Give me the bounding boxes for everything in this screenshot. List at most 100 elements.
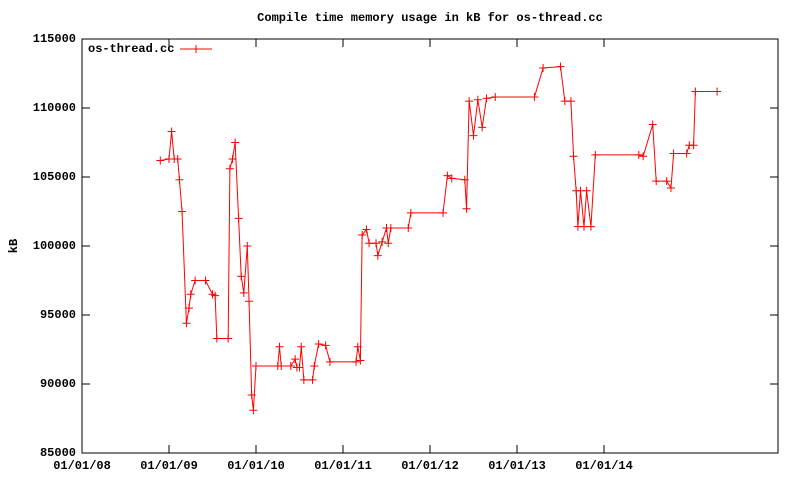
point-marker	[384, 239, 393, 248]
point-marker	[682, 149, 691, 158]
point-marker	[308, 375, 317, 384]
point-marker	[634, 150, 643, 159]
y-tick-label: 95000	[40, 308, 76, 322]
point-marker	[406, 208, 415, 217]
y-tick-label: 115000	[33, 32, 76, 46]
point-marker	[286, 362, 295, 371]
point-marker	[182, 319, 191, 328]
point-marker	[321, 341, 330, 350]
point-marker	[353, 342, 362, 351]
point-marker	[469, 131, 478, 140]
point-marker	[556, 62, 565, 71]
point-marker	[691, 87, 700, 96]
legend-label: os-thread.cc	[88, 42, 174, 56]
point-marker	[277, 362, 286, 371]
x-tick-label: 01/01/14	[575, 459, 633, 473]
point-marker	[211, 291, 220, 300]
y-tick-label: 85000	[40, 446, 76, 460]
point-marker	[566, 97, 575, 106]
point-marker	[478, 123, 487, 132]
point-marker	[245, 297, 254, 306]
point-marker	[689, 141, 698, 150]
point-marker	[185, 304, 194, 313]
point-marker	[167, 127, 176, 136]
point-marker	[234, 214, 243, 223]
legend-swatch	[180, 45, 212, 53]
x-tick-label: 01/01/12	[401, 459, 459, 473]
point-marker	[372, 239, 381, 248]
point-marker	[352, 357, 361, 366]
point-marker	[639, 152, 648, 161]
point-marker	[228, 155, 237, 164]
x-tick-label: 01/01/08	[53, 459, 111, 473]
point-marker	[175, 175, 184, 184]
point-marker	[582, 186, 591, 195]
y-tick-label: 100000	[33, 239, 76, 253]
point-marker	[224, 334, 233, 343]
x-tick-label: 01/01/13	[488, 459, 546, 473]
point-marker	[239, 288, 248, 297]
point-marker	[212, 334, 221, 343]
point-marker	[591, 150, 600, 159]
point-marker	[443, 171, 452, 180]
point-marker	[666, 184, 675, 193]
point-marker	[191, 276, 200, 285]
point-marker	[252, 362, 260, 371]
point-marker	[439, 208, 448, 217]
point-marker	[713, 87, 722, 96]
point-marker	[231, 138, 240, 147]
point-marker	[648, 120, 657, 129]
point-marker	[482, 94, 491, 103]
point-marker	[243, 242, 252, 250]
point-marker	[386, 224, 395, 233]
point-marker	[295, 363, 304, 372]
point-marker	[447, 174, 456, 183]
point-marker	[473, 95, 482, 104]
point-marker	[365, 239, 374, 248]
point-marker	[460, 175, 469, 184]
chart-title: Compile time memory usage in kB for os-t…	[257, 11, 603, 25]
point-marker	[669, 149, 678, 158]
point-marker	[237, 272, 246, 281]
point-marker	[299, 375, 308, 384]
point-marker	[356, 356, 365, 365]
x-tick-label: 01/01/11	[314, 459, 372, 473]
point-marker	[373, 251, 382, 260]
x-tick-label: 01/01/09	[140, 459, 198, 473]
series-line	[160, 66, 718, 411]
point-marker	[530, 92, 539, 101]
point-marker	[310, 362, 319, 371]
point-marker	[404, 224, 413, 233]
point-marker	[201, 276, 210, 285]
point-marker	[462, 204, 471, 213]
point-marker	[225, 164, 234, 173]
point-marker	[275, 342, 284, 351]
y-tick-label: 105000	[33, 170, 76, 184]
y-axis-label: kB	[7, 239, 21, 253]
point-marker	[178, 207, 187, 216]
point-marker	[378, 237, 387, 246]
point-marker	[579, 222, 588, 231]
point-marker	[156, 156, 165, 165]
point-marker	[539, 63, 548, 72]
point-marker	[569, 152, 578, 161]
point-marker	[247, 391, 256, 400]
point-marker	[291, 355, 300, 364]
point-marker	[314, 339, 323, 348]
point-marker	[586, 222, 595, 231]
y-tick-label: 90000	[40, 377, 76, 391]
point-marker	[362, 225, 371, 234]
point-marker	[249, 406, 258, 415]
point-marker	[652, 177, 661, 186]
point-marker	[662, 177, 671, 186]
point-marker	[491, 92, 500, 101]
point-marker	[465, 97, 474, 106]
point-marker	[186, 290, 195, 299]
y-tick-label: 110000	[33, 101, 76, 115]
plot-frame	[81, 38, 779, 454]
point-marker	[297, 342, 306, 351]
point-marker	[325, 357, 334, 366]
x-tick-label: 01/01/10	[227, 459, 285, 473]
point-marker	[358, 230, 367, 239]
